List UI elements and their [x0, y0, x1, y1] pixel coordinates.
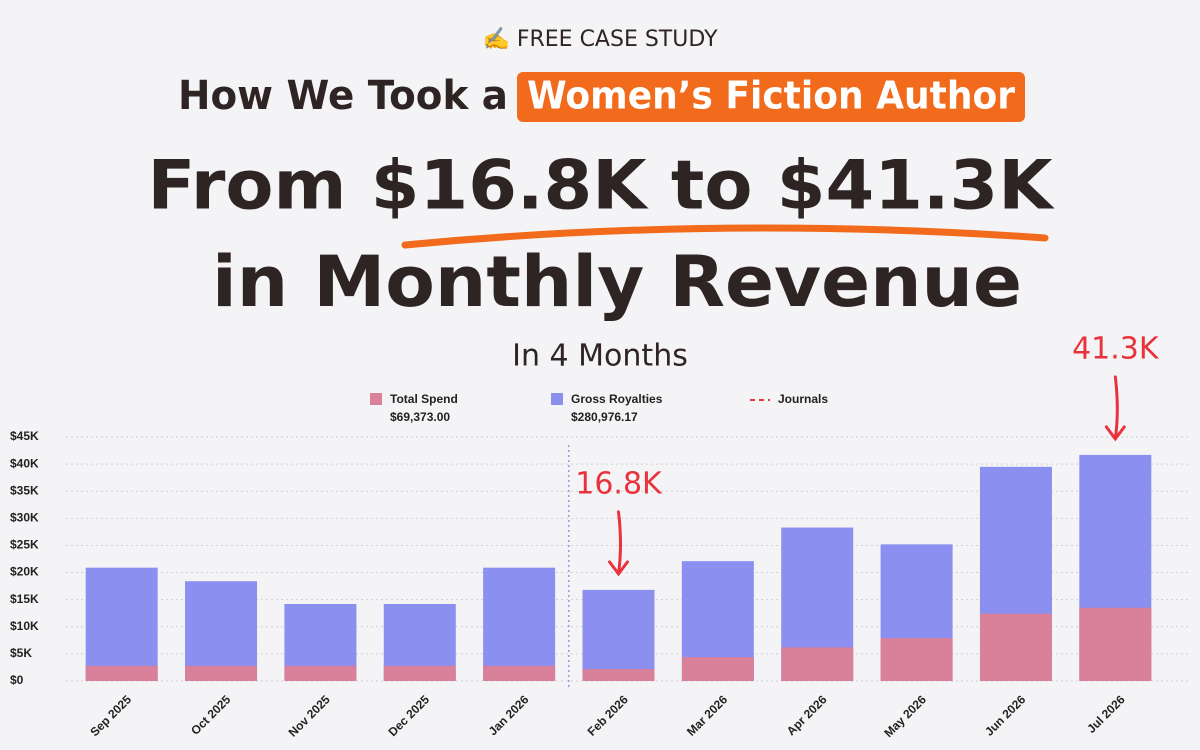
bar: [383, 665, 456, 681]
y-tick-label: $5K: [10, 646, 32, 660]
annotation-arrow: [1104, 375, 1126, 442]
annotation: 16.8K: [575, 466, 663, 501]
legend-swatch: [370, 393, 382, 405]
bar: [880, 638, 953, 681]
bar: [85, 567, 158, 681]
headline-2: From $16.8K to $41.3K: [148, 147, 1055, 226]
badge: ✍️ FREE CASE STUDY: [482, 26, 718, 52]
y-tick-label: $15K: [10, 592, 39, 606]
bar: [781, 647, 854, 681]
bar: [681, 657, 754, 681]
legend-total: $69,373.00: [390, 410, 450, 424]
annotation-arrow: [608, 510, 629, 577]
legend-total: $280,976.17: [571, 410, 638, 424]
bar: [85, 665, 158, 681]
annotation: 41.3K: [1072, 331, 1160, 366]
legend-label: Gross Royalties: [571, 392, 663, 406]
bar: [185, 665, 258, 681]
headline-1: How We Took a: [178, 73, 508, 119]
bar: [1079, 607, 1152, 681]
headline-3: in Monthly Revenue: [212, 241, 1022, 323]
y-tick-label: $25K: [10, 538, 39, 552]
bar: [582, 589, 655, 681]
y-tick-label: $0: [10, 673, 24, 687]
subtitle: In 4 Months: [512, 339, 688, 374]
bar: [979, 613, 1052, 681]
legend-label: Journals: [778, 392, 828, 406]
bar: [483, 567, 556, 681]
y-tick-label: $30K: [10, 511, 39, 525]
bar: [483, 665, 556, 681]
y-tick-label: $10K: [10, 619, 39, 633]
y-tick-label: $40K: [10, 456, 39, 470]
highlight: Women’s Fiction Author: [527, 74, 1015, 118]
bar: [284, 665, 357, 681]
bar: [582, 669, 655, 681]
y-tick-label: $35K: [10, 483, 39, 497]
underline: [401, 224, 1049, 249]
legend-label: Total Spend: [390, 392, 458, 406]
y-tick-label: $45K: [10, 429, 39, 443]
bar: [185, 581, 258, 681]
highlight-box: [517, 72, 1025, 122]
y-tick-label: $20K: [10, 565, 39, 579]
legend-swatch: [551, 393, 563, 405]
